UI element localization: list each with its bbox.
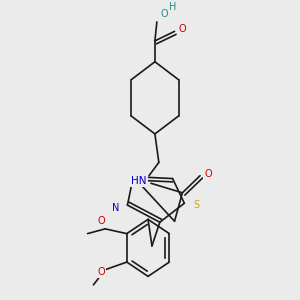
Text: O: O xyxy=(204,169,212,179)
Text: HN: HN xyxy=(131,176,147,186)
Text: H: H xyxy=(169,2,176,12)
Text: N: N xyxy=(112,203,119,213)
Text: O: O xyxy=(161,9,169,19)
Text: O: O xyxy=(178,25,186,34)
Text: O: O xyxy=(98,267,105,277)
Text: S: S xyxy=(193,200,199,210)
Text: O: O xyxy=(98,216,105,226)
